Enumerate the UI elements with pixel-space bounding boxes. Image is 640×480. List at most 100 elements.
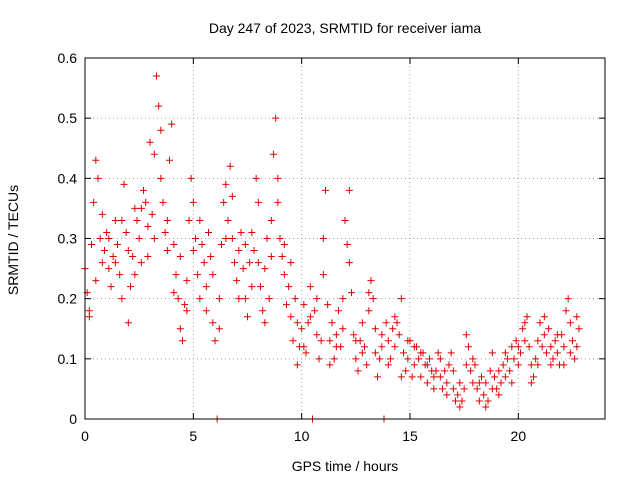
data-point-marker <box>283 301 290 309</box>
data-point-marker <box>328 319 336 327</box>
data-point-marker <box>532 355 540 363</box>
data-point-marker <box>475 379 483 387</box>
y-tick-label: 0.5 <box>58 110 78 126</box>
data-point-marker <box>497 379 505 387</box>
data-point-marker <box>449 367 457 375</box>
data-point-marker <box>144 253 152 261</box>
data-point-marker <box>456 403 464 411</box>
data-point-marker <box>478 373 485 381</box>
data-point-marker <box>566 349 574 357</box>
data-point-marker <box>215 325 223 333</box>
data-point-marker <box>185 216 193 224</box>
y-axis-label: SRMTID / TECUs <box>5 185 21 295</box>
data-point-marker <box>322 186 329 194</box>
data-point-marker <box>488 349 496 357</box>
data-point-marker <box>220 198 228 206</box>
data-point-marker <box>205 228 212 236</box>
data-point-marker <box>155 102 163 110</box>
data-point-marker <box>168 120 176 128</box>
data-point-marker <box>402 367 410 375</box>
data-point-marker <box>350 331 358 339</box>
data-point-marker <box>293 361 301 369</box>
data-point-marker <box>111 216 119 224</box>
data-point-marker <box>163 216 171 224</box>
data-point-marker <box>443 391 451 399</box>
data-point-marker <box>430 385 438 393</box>
data-point-marker <box>326 361 334 369</box>
data-point-marker <box>488 385 496 393</box>
data-point-marker <box>166 156 173 164</box>
data-point-marker <box>183 277 191 285</box>
data-point-marker <box>449 385 457 393</box>
data-point-marker <box>235 247 243 255</box>
data-point-marker <box>111 259 119 267</box>
data-point-marker <box>239 265 247 273</box>
data-point-marker <box>137 204 145 212</box>
data-point-marker <box>326 337 334 345</box>
data-point-marker <box>140 186 147 194</box>
data-point-marker <box>434 349 442 357</box>
data-point-marker <box>341 216 349 224</box>
data-point-marker <box>569 337 576 345</box>
data-point-marker <box>157 174 165 182</box>
data-point-marker <box>231 259 238 267</box>
data-point-marker <box>458 397 466 405</box>
data-point-marker <box>122 228 130 236</box>
data-point-marker <box>228 192 236 200</box>
data-point-marker <box>319 235 327 242</box>
data-point-marker <box>527 379 535 387</box>
x-tick-label: 5 <box>189 428 197 444</box>
data-point-marker <box>124 319 132 327</box>
data-point-marker <box>209 271 217 279</box>
data-point-marker <box>423 379 431 387</box>
data-point-marker <box>538 343 546 351</box>
data-point-marker <box>508 379 516 387</box>
data-point-marker <box>85 307 93 315</box>
data-point-marker <box>135 235 143 242</box>
data-point-marker <box>514 343 522 351</box>
data-point-marker <box>415 355 423 363</box>
data-point-marker <box>521 337 529 345</box>
data-point-marker <box>233 277 241 285</box>
data-point-marker <box>241 241 249 249</box>
plot-frame <box>84 57 606 420</box>
data-point-marker <box>319 271 327 279</box>
data-point-marker <box>105 235 113 242</box>
data-point-marker <box>482 403 490 411</box>
data-point-marker <box>501 349 509 357</box>
data-point-marker <box>96 235 104 242</box>
y-tick-label: 0 <box>69 411 77 427</box>
y-tick-label: 0.4 <box>58 170 78 186</box>
data-point-marker <box>189 247 197 255</box>
data-point-marker <box>358 319 366 327</box>
data-point-marker <box>534 361 542 369</box>
data-point-marker <box>410 343 418 351</box>
data-point-marker <box>289 337 297 345</box>
data-point-marker <box>367 277 375 285</box>
data-point-marker <box>445 361 453 369</box>
data-point-marker <box>553 331 561 339</box>
x-tick-label: 0 <box>81 428 89 444</box>
data-point-marker <box>374 373 381 381</box>
data-point-marker <box>564 295 572 303</box>
data-point-marker <box>114 241 121 249</box>
data-point-marker <box>404 337 412 345</box>
data-points <box>81 72 583 423</box>
data-point-marker <box>254 259 262 267</box>
data-point-marker <box>287 259 295 267</box>
data-point-marker <box>198 241 206 249</box>
data-point-marker <box>179 337 186 345</box>
data-point-marker <box>389 325 397 333</box>
data-point-marker <box>248 283 256 291</box>
data-point-marker <box>551 337 559 345</box>
data-point-marker <box>252 174 260 182</box>
data-point-marker <box>94 174 102 182</box>
data-point-marker <box>176 253 184 261</box>
data-point-marker <box>371 325 379 333</box>
data-point-marker <box>543 349 550 357</box>
data-point-marker <box>200 259 208 267</box>
data-point-marker <box>105 265 113 273</box>
data-point-marker <box>471 361 479 369</box>
data-point-marker <box>172 271 180 279</box>
data-point-marker <box>274 174 282 182</box>
